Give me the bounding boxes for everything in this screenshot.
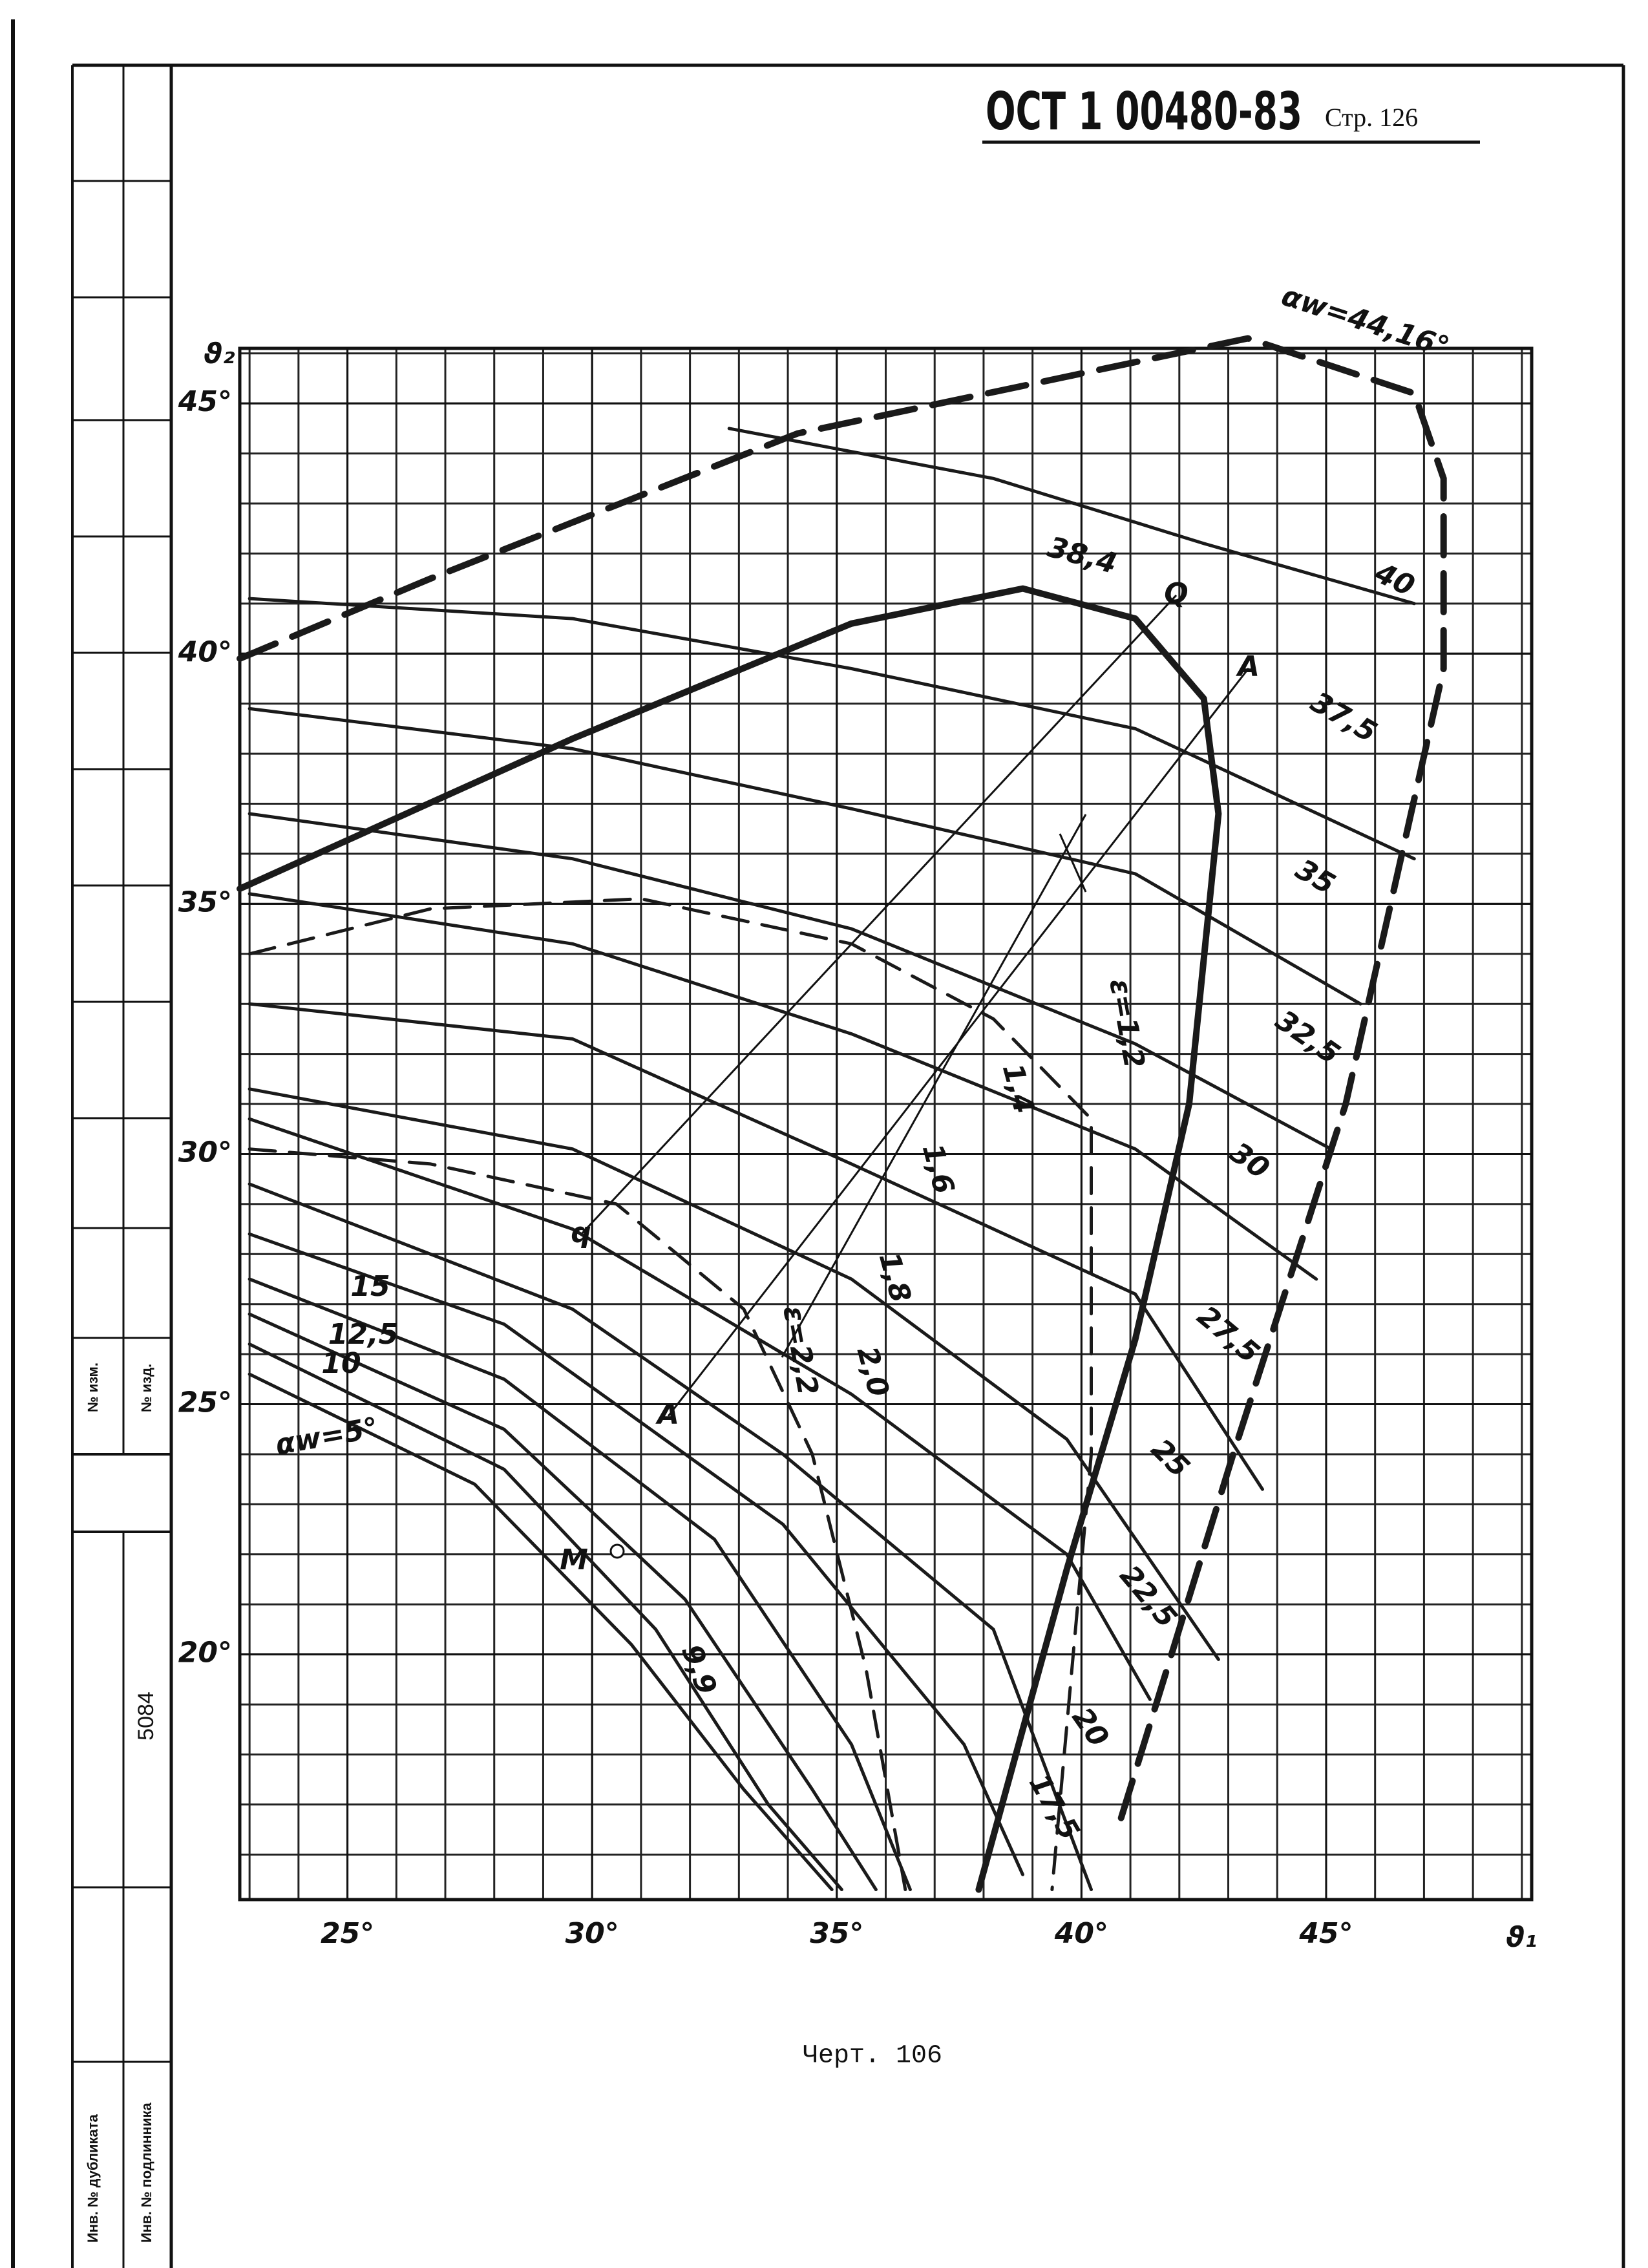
curve-label: 12,5 xyxy=(328,1318,399,1351)
curve xyxy=(248,897,1093,1891)
curve xyxy=(248,1087,1220,1661)
curve-label: 15 xyxy=(350,1270,390,1303)
curve-label: 35 xyxy=(1290,853,1341,901)
y-tick-label: 40° xyxy=(178,635,232,668)
y-tick-label: 30° xyxy=(178,1136,232,1169)
curve xyxy=(248,1147,907,1891)
curve xyxy=(248,812,1333,1151)
stamp-number: 5084 xyxy=(134,1691,158,1741)
curve-label: 10 xyxy=(321,1347,361,1380)
x-tick-label: 35° xyxy=(810,1917,863,1950)
y-tick-label: 45° xyxy=(178,385,232,418)
curve-label: ε=2,2 xyxy=(776,1304,824,1398)
page-number: Стр. 126 xyxy=(1325,103,1418,132)
stamp-label: № изм. xyxy=(85,1362,101,1412)
curve xyxy=(248,706,1362,1006)
curve xyxy=(248,1372,834,1891)
point-label: 2,0 xyxy=(850,1343,895,1400)
curve xyxy=(248,1277,912,1891)
point-label: 1,6 xyxy=(916,1140,960,1197)
x-tick-label: 30° xyxy=(565,1917,619,1950)
curve-label: 20 xyxy=(1066,1702,1115,1753)
curve-label: 30 xyxy=(1224,1136,1275,1186)
curve-label: 37,5 xyxy=(1305,686,1382,749)
x-tick-label: 45° xyxy=(1298,1917,1353,1950)
y-axis-label: ϑ₂ xyxy=(204,337,235,370)
x-axis-label: ϑ₁ xyxy=(1506,1921,1537,1954)
curve xyxy=(248,1182,1093,1891)
curve-label: αw=44,16° xyxy=(1278,279,1453,365)
document-code: ОСТ 1 00480-83 xyxy=(986,81,1302,142)
curve xyxy=(248,1232,1024,1876)
curve xyxy=(248,892,1318,1281)
stamp-label: № изд. xyxy=(138,1364,154,1412)
point-label: A xyxy=(1236,650,1260,683)
y-tick-label: 20° xyxy=(178,1637,232,1669)
curve-label: 22,5 xyxy=(1113,1559,1183,1634)
curve xyxy=(248,1342,843,1891)
construction-line xyxy=(1059,833,1087,893)
curve-label: 40 xyxy=(1369,556,1420,603)
curve xyxy=(248,1117,1152,1701)
curve xyxy=(248,597,1416,861)
construction-line xyxy=(781,814,1087,1358)
curve-label: ε=1,2 xyxy=(1103,977,1150,1071)
x-tick-label: 25° xyxy=(321,1917,374,1950)
y-tick-label: 25° xyxy=(178,1386,232,1419)
point-label: 9,9 xyxy=(675,1640,723,1699)
point-label: q xyxy=(571,1216,591,1249)
curve xyxy=(727,427,1416,606)
point-label: 1,4 xyxy=(996,1060,1041,1117)
point-label: A xyxy=(655,1398,679,1431)
stamp-label: Инв. № дубликата xyxy=(85,2114,101,2243)
stamp-label: Инв. № подлинника xyxy=(138,2103,154,2243)
curve xyxy=(248,1312,878,1891)
curve xyxy=(237,335,1447,1823)
curve xyxy=(237,585,1222,1893)
point-marker xyxy=(609,1543,625,1559)
curve-label: 32,5 xyxy=(1269,1004,1346,1071)
plot-frame xyxy=(238,346,1534,1902)
curve xyxy=(248,1002,1264,1491)
construction-line xyxy=(580,594,1178,1236)
y-tick-label: 35° xyxy=(178,885,232,918)
figure-caption: Черт. 106 xyxy=(803,2042,942,2071)
frame xyxy=(11,19,1625,2268)
point-label: Q xyxy=(1164,577,1188,610)
curve-label: 25 xyxy=(1145,1433,1196,1484)
nomogram: 25° 30° 35° 40° 45° 20° 25° 30° 35° 40° 45° ϑ₁ ϑ₂ αw=… xyxy=(178,279,1537,1954)
point-label: 1,8 xyxy=(872,1249,917,1306)
x-tick-label: 40° xyxy=(1054,1917,1108,1950)
point-label: M xyxy=(560,1543,588,1576)
